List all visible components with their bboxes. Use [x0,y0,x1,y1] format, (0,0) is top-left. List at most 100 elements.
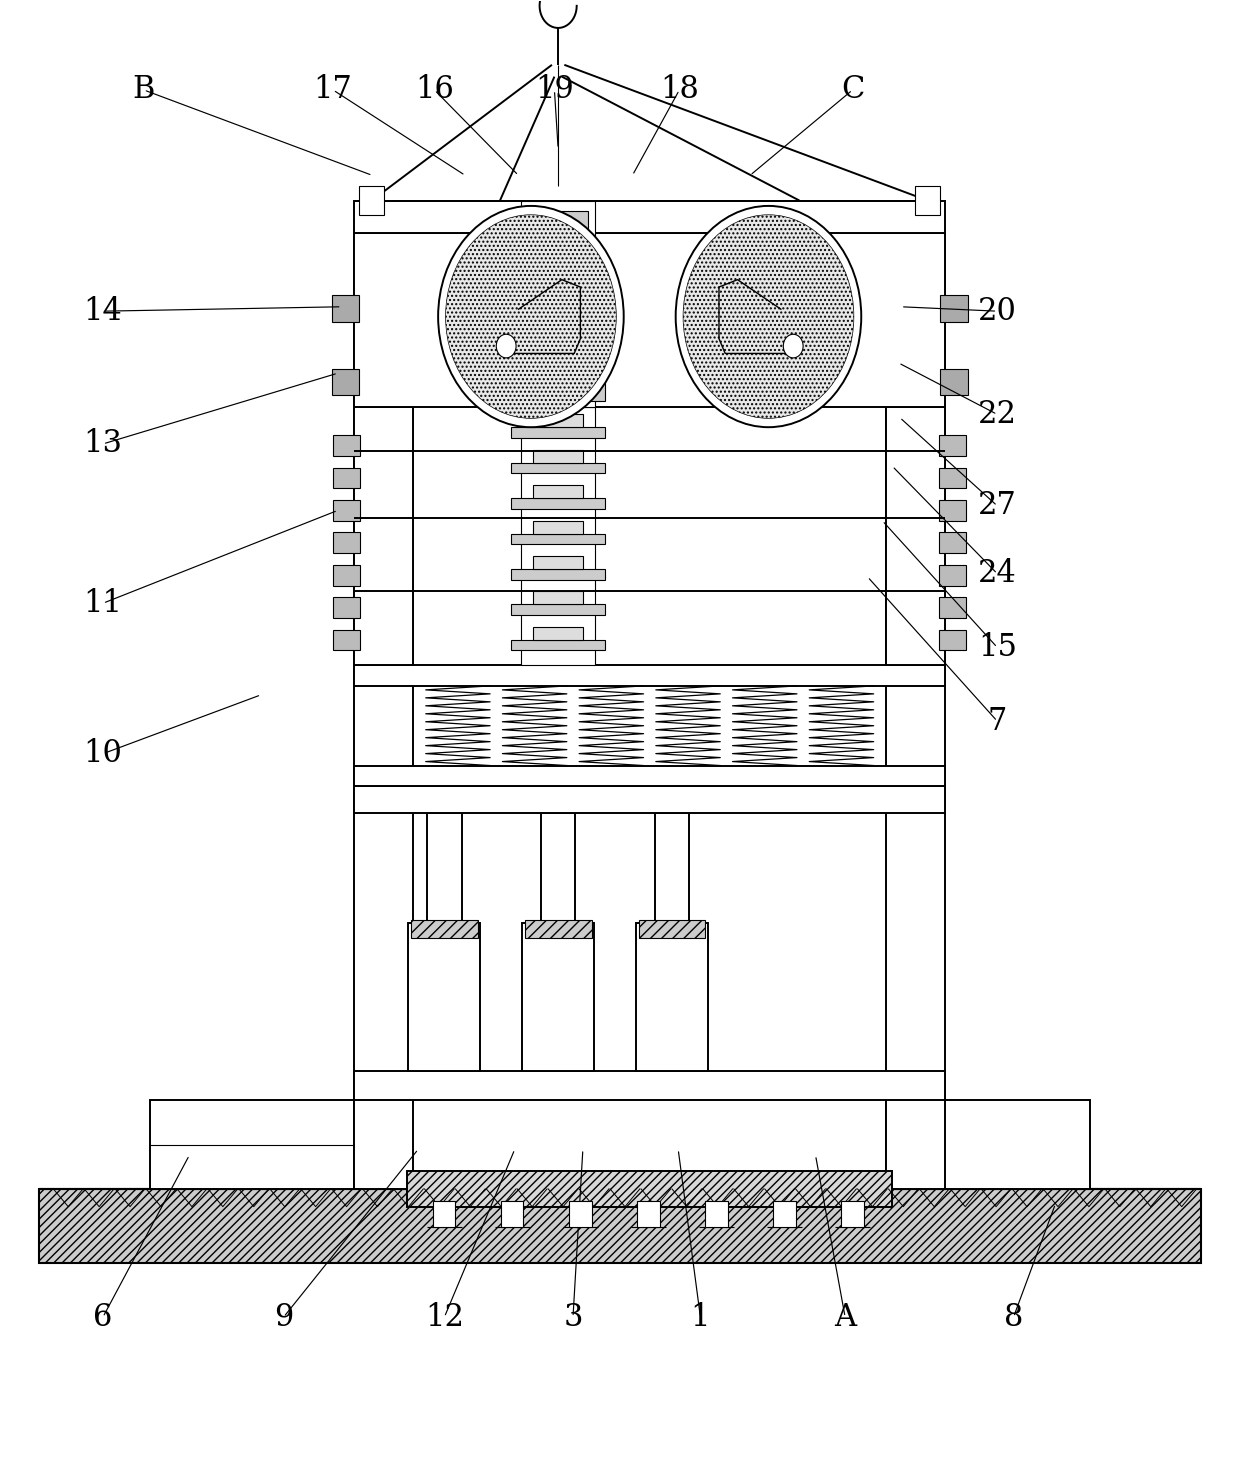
Text: 1: 1 [691,1302,711,1333]
Bar [533,591,583,605]
Bar [332,296,358,322]
Bar [774,1200,796,1227]
Bar [150,1101,353,1188]
Bar [334,532,360,553]
Bar [521,201,595,406]
Bar [887,1101,1090,1188]
Bar [360,186,384,216]
Bar [939,597,966,618]
Bar [511,605,605,615]
Bar [655,813,689,924]
Text: 3: 3 [563,1302,583,1333]
Text: 14: 14 [83,296,123,327]
Bar [525,921,591,939]
Bar [939,630,966,650]
Circle shape [784,334,804,358]
Bar [511,260,605,278]
Bar [533,627,583,640]
Bar [427,813,461,924]
Bar [353,665,945,686]
Bar [511,640,605,650]
Bar [533,556,583,569]
Text: 15: 15 [978,633,1017,664]
Text: 22: 22 [978,399,1017,430]
Bar [353,234,945,406]
Bar [940,296,967,322]
Bar [511,569,605,579]
Bar [637,1200,660,1227]
Bar [533,414,583,427]
Bar [939,467,966,488]
Bar [706,1200,728,1227]
Bar [533,485,583,498]
Text: 8: 8 [1003,1302,1023,1333]
Circle shape [496,334,516,358]
Text: 7: 7 [988,706,1007,738]
Bar [332,368,358,395]
Bar [408,924,480,1072]
Circle shape [683,214,854,418]
Bar [940,368,967,395]
Bar [939,500,966,520]
Bar [410,921,477,939]
Bar [842,1200,864,1227]
Text: 20: 20 [978,296,1017,327]
Circle shape [676,205,862,427]
Text: 6: 6 [93,1302,113,1333]
Bar [433,1200,455,1227]
Bar [541,813,575,924]
Bar [501,1200,523,1227]
Bar [353,201,945,234]
Text: B: B [133,74,155,105]
Bar [915,186,940,216]
Circle shape [438,205,624,427]
Bar [353,406,413,665]
Bar [511,302,605,319]
Bar [636,924,708,1072]
Bar [334,597,360,618]
Bar [334,435,360,455]
Text: 18: 18 [660,74,699,105]
Text: 27: 27 [978,491,1017,522]
Text: 16: 16 [415,74,454,105]
Bar [939,435,966,455]
Bar [511,343,605,359]
Text: 12: 12 [425,1302,464,1333]
Bar [521,406,595,665]
Bar [334,500,360,520]
Bar [334,565,360,585]
Bar [522,924,594,1072]
Text: 11: 11 [83,588,123,619]
Bar [533,449,583,463]
Bar [334,630,360,650]
Bar [511,427,605,437]
Bar [528,365,588,383]
Bar [407,1171,893,1206]
Circle shape [445,214,616,418]
Text: 10: 10 [83,738,123,769]
Bar [353,766,945,786]
Text: 24: 24 [978,559,1017,590]
Bar [511,498,605,508]
Bar [533,520,583,534]
Bar [528,211,588,234]
Bar [887,231,945,1188]
Bar [939,532,966,553]
Bar [528,284,588,302]
Bar [639,921,706,939]
Bar [511,534,605,544]
Text: 19: 19 [534,74,574,105]
Text: A: A [835,1302,857,1333]
Bar [353,231,413,1188]
Bar [528,242,588,260]
Text: 17: 17 [314,74,352,105]
Bar [511,383,605,401]
Bar [334,467,360,488]
Bar [353,1072,945,1101]
Text: 9: 9 [274,1302,293,1333]
Text: 13: 13 [83,429,123,460]
Bar [353,786,945,813]
Bar [569,1200,591,1227]
Bar [38,1188,1202,1262]
Bar [887,406,945,665]
